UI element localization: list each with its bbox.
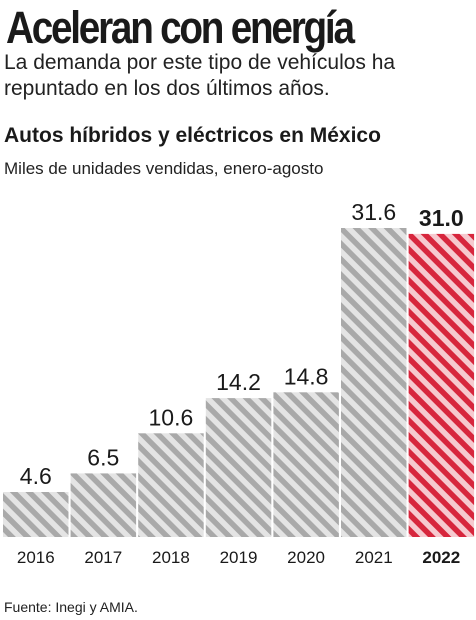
value-labels-group: 4.6 6.5 10.6 14.2 14.8 31.6 31.0 [20, 199, 464, 489]
x-tick-label-2020: 2020 [287, 548, 325, 567]
x-tick-label-2018: 2018 [152, 548, 190, 567]
value-label-2021: 31.6 [351, 199, 396, 225]
bar-2017 [70, 473, 137, 537]
bar-2020 [273, 392, 339, 537]
chart-subtitle: Miles de unidades vendidas, enero-agosto [4, 159, 324, 178]
value-label-2016: 4.6 [20, 463, 52, 489]
bar-2016 [3, 492, 69, 537]
bar-2022 [408, 233, 475, 537]
x-tick-label-2022: 2022 [422, 548, 460, 567]
value-label-2022: 31.0 [419, 205, 464, 231]
chart-title: Autos híbridos y eléctricos en México [4, 124, 381, 147]
value-label-2017: 6.5 [87, 444, 119, 470]
x-tick-label-2021: 2021 [355, 548, 393, 567]
value-label-2020: 14.8 [284, 363, 329, 389]
bar-2021 [341, 228, 407, 537]
source-note: Fuente: Inegi y AMIA. [4, 599, 138, 615]
x-tick-label-2019: 2019 [220, 548, 258, 567]
bar-2018 [138, 433, 204, 537]
x-tick-label-2017: 2017 [84, 548, 122, 567]
value-label-2019: 14.2 [216, 369, 261, 395]
bar-2019 [205, 398, 272, 537]
bars-group [3, 228, 475, 537]
value-label-2018: 10.6 [149, 404, 194, 430]
dek: La demanda por este tipo de vehículos ha… [4, 51, 396, 100]
x-tick-label-2016: 2016 [17, 548, 55, 567]
headline: Aceleran con energía [6, 2, 355, 53]
x-axis-labels: 2016 2017 2018 2019 2020 2021 2022 [17, 548, 460, 567]
